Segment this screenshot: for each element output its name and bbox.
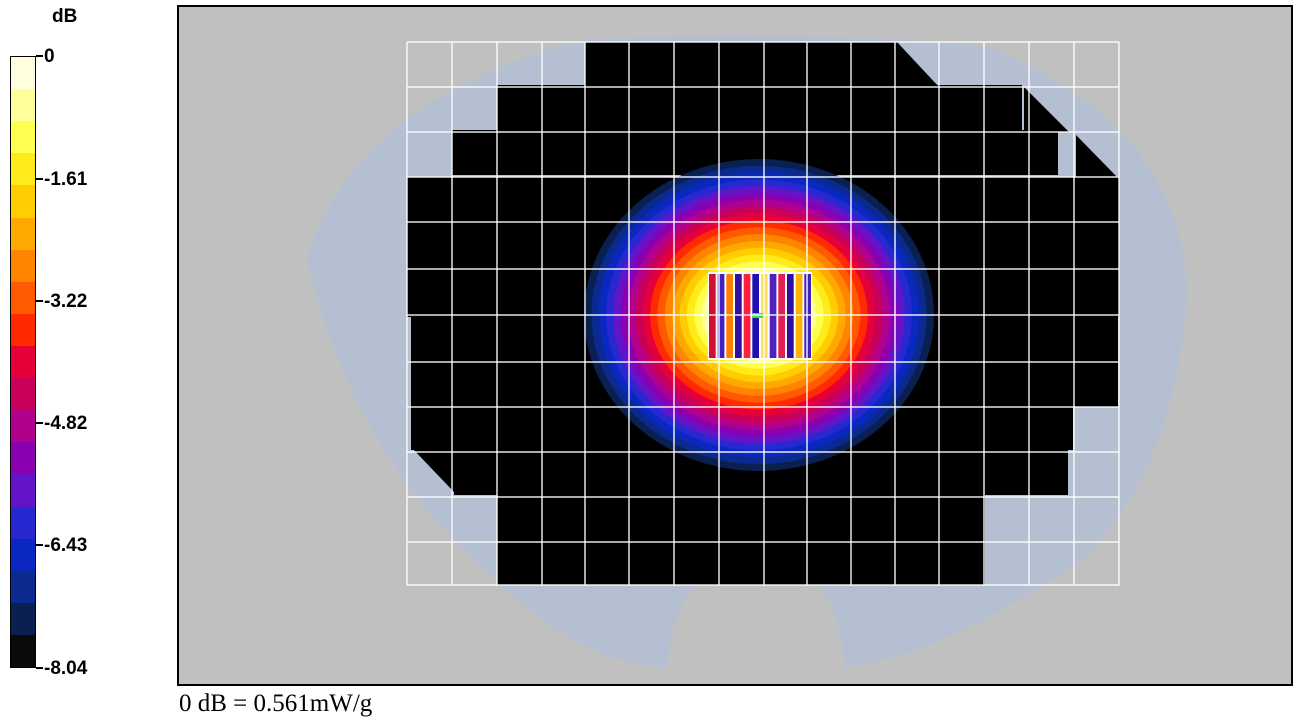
colorbar-tick [36,300,43,303]
colorbar-band [11,345,35,379]
zoom-scan-stripe [795,274,803,358]
measured-area-block [585,42,898,87]
colorbar-tick-label: -8.04 [44,658,88,679]
colorbar-tick [36,55,43,57]
measured-area-block [411,405,454,492]
colorbar-band [11,378,35,411]
reference-note: 0 dB = 0.561mW/g [179,690,373,717]
sar-heatmap-plot [177,5,1293,686]
measured-area-block [835,493,985,585]
colorbar-band [11,89,35,122]
measured-area-block [1076,135,1119,179]
zoom-scan-stripe [735,274,742,358]
colorbar-band [11,506,35,539]
colorbar-band [11,313,35,346]
measured-area-block [897,42,939,87]
colorbar-tick [36,421,43,424]
colorbar-band [11,185,35,218]
colorbar-band [11,538,35,571]
colorbar-tick-label: -1.61 [44,168,88,190]
zoom-scan-stripe [778,274,785,358]
colorbar-tick [36,177,43,180]
colorbar-tick-label: -4.82 [44,412,88,434]
colorbar-band [11,281,35,314]
measured-area-block [1024,87,1069,132]
colorbar-tick-label: 0 [44,46,55,67]
colorbar-band [11,121,35,154]
colorbar-band [11,570,35,603]
colorbar-band [11,442,35,475]
colorbar-tick [36,667,43,669]
colorbar [10,56,36,668]
zoom-scan-stripe [787,274,794,358]
measured-area-block [497,493,542,585]
colorbar-band [11,474,35,507]
zoom-scan-stripe [726,274,733,358]
zoom-scan-stripe [769,274,777,358]
colorbar-band [11,153,35,186]
measured-area-block [497,85,1022,130]
zoom-scan-stripe [717,274,725,358]
colorbar-band [11,249,35,282]
colorbar-band [11,217,35,250]
colorbar-unit-label: dB [52,6,78,27]
colorbar-tick [36,544,43,547]
colorbar-tick-label: -3.22 [44,291,88,313]
colorbar-band [11,602,35,635]
colorbar-band [11,634,35,668]
zoom-scan-stripe [709,274,716,358]
colorbar-band [11,57,35,90]
heatmap-svg [307,34,1187,668]
colorbar-band [11,410,35,443]
zoom-scan-stripe [743,274,751,358]
colorbar-tick-label: -6.43 [44,535,88,557]
